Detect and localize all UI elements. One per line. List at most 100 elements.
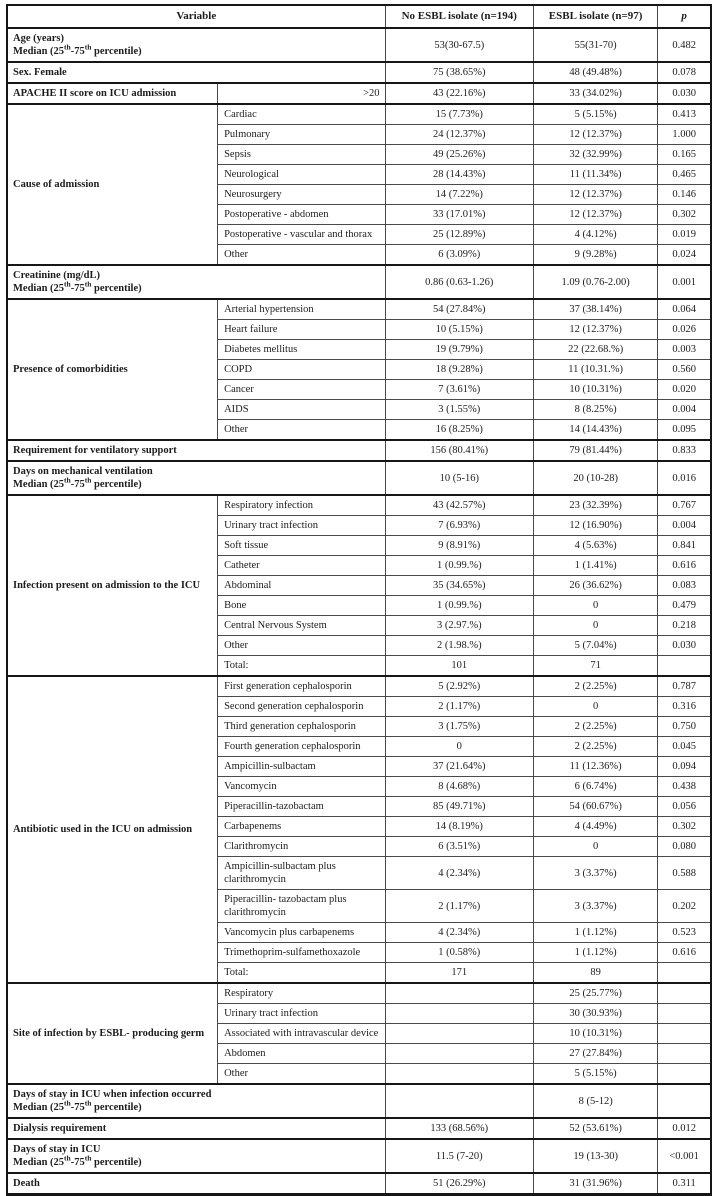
- subvariable-cell: Associated with intravascular device: [217, 1023, 386, 1044]
- esbl-value-cell: 27 (27.84%): [532, 1043, 659, 1064]
- esbl-value-cell: 1 (1.12%): [532, 922, 659, 943]
- variable-group-cell: APACHE II score on ICU admission: [6, 82, 219, 105]
- subvariable-cell: Total:: [217, 962, 386, 984]
- no-esbl-value-cell: 1 (0.99.%): [384, 595, 534, 616]
- subvariable-cell: Fourth generation cephalosporin: [217, 736, 386, 757]
- p-value-cell: [657, 1043, 712, 1064]
- subvariable-cell: Sepsis: [217, 144, 386, 165]
- variable-group-cell: Antibiotic used in the ICU on admission: [6, 675, 219, 984]
- no-esbl-value-cell: [384, 1063, 534, 1085]
- esbl-value-cell: 0: [532, 836, 659, 857]
- p-value-cell: 0.020: [657, 379, 712, 400]
- subvariable-cell: Abdominal: [217, 575, 386, 596]
- esbl-value-cell: 8 (8.25%): [532, 399, 659, 420]
- esbl-value-cell: 12 (16.90%): [532, 515, 659, 536]
- table-row: Infection present on admission to the IC…: [6, 494, 712, 677]
- subvariable-cell: Other: [217, 419, 386, 441]
- table-row: AIDS 3 (1.55%) 8 (8.25%) 0.004: [7, 399, 712, 420]
- no-esbl-value-cell: 43 (22.16%): [384, 82, 534, 105]
- no-esbl-value-cell: 37 (21.64%): [384, 756, 534, 777]
- p-value-cell: 0.026: [657, 319, 712, 340]
- esbl-value-cell: 14 (14.43%): [532, 419, 659, 441]
- table-row: Abdomen 27 (27.84%): [7, 1043, 712, 1064]
- p-value-cell: 0.523: [657, 922, 712, 943]
- subvariable-cell: Pulmonary: [217, 124, 386, 145]
- no-esbl-value-cell: 133 (68.56%): [384, 1117, 534, 1140]
- variable-cell: Death: [6, 1172, 386, 1195]
- esbl-value-cell: 30 (30.93%): [532, 1003, 659, 1024]
- p-value-cell: 0.438: [657, 776, 712, 797]
- esbl-value-cell: 20 (10-28): [532, 460, 659, 496]
- no-esbl-value-cell: [384, 1023, 534, 1044]
- esbl-value-cell: 54 (60.67%): [532, 796, 659, 817]
- subvariable-cell: >20: [217, 82, 386, 105]
- no-esbl-value-cell: [384, 1003, 534, 1024]
- subvariable-cell: Other: [217, 635, 386, 656]
- no-esbl-value-cell: 35 (34.65%): [384, 575, 534, 596]
- variable-cell: Days of stay in ICU Median (25th-75th per…: [6, 1138, 386, 1174]
- esbl-value-cell: 1 (1.41%): [532, 555, 659, 576]
- p-value-cell: 0.616: [657, 942, 712, 963]
- table-row: Piperacillin-tazobactam 85 (49.71%) 54 (60…: [7, 796, 712, 817]
- table-row: Diabetes mellitus 19 (9.79%) 22 (22.68.%) 0…: [7, 339, 712, 360]
- esbl-value-cell: 12 (12.37%): [532, 204, 659, 225]
- table-row: Sex. Female 75 (38.65%) 48 (49.48%) 0.078: [6, 61, 712, 84]
- subvariable-cell: COPD: [217, 359, 386, 380]
- esbl-value-cell: 89: [532, 962, 659, 984]
- no-esbl-value-cell: 28 (14.43%): [384, 164, 534, 185]
- subvariable-cell: Respiratory infection: [217, 494, 386, 516]
- esbl-value-cell: 12 (12.37%): [532, 184, 659, 205]
- p-value-cell: 0.083: [657, 575, 712, 596]
- no-esbl-value-cell: 14 (8.19%): [384, 816, 534, 837]
- no-esbl-value-cell: [384, 1043, 534, 1064]
- subvariable-cell: Diabetes mellitus: [217, 339, 386, 360]
- p-value-cell: 0.302: [657, 204, 712, 225]
- table-row: Dialysis requirement 133 (68.56%) 52 (53.6…: [6, 1117, 712, 1140]
- no-esbl-value-cell: 16 (8.25%): [384, 419, 534, 441]
- p-value-cell: 0.030: [657, 635, 712, 656]
- esbl-value-cell: 37 (38.14%): [532, 298, 659, 320]
- header-esbl: ESBL isolate (n=97): [532, 4, 659, 29]
- esbl-value-cell: 11 (11.34%): [532, 164, 659, 185]
- no-esbl-value-cell: 101: [384, 655, 534, 677]
- no-esbl-value-cell: 1 (0.58%): [384, 942, 534, 963]
- no-esbl-value-cell: 3 (2.97.%): [384, 615, 534, 636]
- p-value-cell: 0.045: [657, 736, 712, 757]
- p-value-cell: 0.165: [657, 144, 712, 165]
- table-row: Central Nervous System 3 (2.97.%) 0 0.218: [7, 615, 712, 636]
- no-esbl-value-cell: 10 (5-16): [384, 460, 534, 496]
- subvariable-cell: Other: [217, 1063, 386, 1085]
- p-value-cell: [657, 1023, 712, 1044]
- p-value-cell: 0.479: [657, 595, 712, 616]
- variable-group-cell: Infection present on admission to the IC…: [6, 494, 219, 677]
- table-row: Trimethoprim-sulfamethoxazole 1 (0.58%) 1 …: [7, 942, 712, 963]
- p-value-cell: 0.080: [657, 836, 712, 857]
- table-row: Creatinine (mg/dL) Median (25th-75th perc…: [6, 264, 712, 300]
- table-row: Cancer 7 (3.61%) 10 (10.31%) 0.020: [7, 379, 712, 400]
- no-esbl-value-cell: [384, 982, 534, 1004]
- p-value-cell: 0.094: [657, 756, 712, 777]
- table-row: Urinary tract infection 30 (30.93%): [7, 1003, 712, 1024]
- table-row: Urinary tract infection 7 (6.93%) 12 (16.9…: [7, 515, 712, 536]
- variable-cell: Creatinine (mg/dL) Median (25th-75th perc…: [6, 264, 386, 300]
- table-row: Heart failure 10 (5.15%) 12 (12.37%) 0.026: [7, 319, 712, 340]
- esbl-value-cell: 6 (6.74%): [532, 776, 659, 797]
- p-value-cell: 0.302: [657, 816, 712, 837]
- subvariable-cell: Ampicillin-sulbactam: [217, 756, 386, 777]
- table-row: Associated with intravascular device 10 (…: [7, 1023, 712, 1044]
- no-esbl-value-cell: 7 (6.93%): [384, 515, 534, 536]
- header-no-esbl: No ESBL isolate (n=194): [384, 4, 534, 29]
- p-value-cell: 1.000: [657, 124, 712, 145]
- table-row: Days of stay in ICU Median (25th-75th per…: [6, 1138, 712, 1174]
- no-esbl-value-cell: 43 (42.57%): [384, 494, 534, 516]
- esbl-value-cell: 79 (81.44%): [532, 439, 659, 462]
- subvariable-cell: Other: [217, 244, 386, 266]
- esbl-value-cell: 31 (31.96%): [532, 1172, 659, 1195]
- variable-cell: Age (years) Median (25th-75th percentile): [6, 27, 386, 63]
- esbl-value-cell: 5 (7.04%): [532, 635, 659, 656]
- no-esbl-value-cell: 15 (7.73%): [384, 103, 534, 125]
- variable-cell: Days of stay in ICU when infection occur…: [6, 1083, 386, 1119]
- esbl-value-cell: 0: [532, 696, 659, 717]
- subvariable-cell: Central Nervous System: [217, 615, 386, 636]
- p-value-cell: [657, 1083, 712, 1119]
